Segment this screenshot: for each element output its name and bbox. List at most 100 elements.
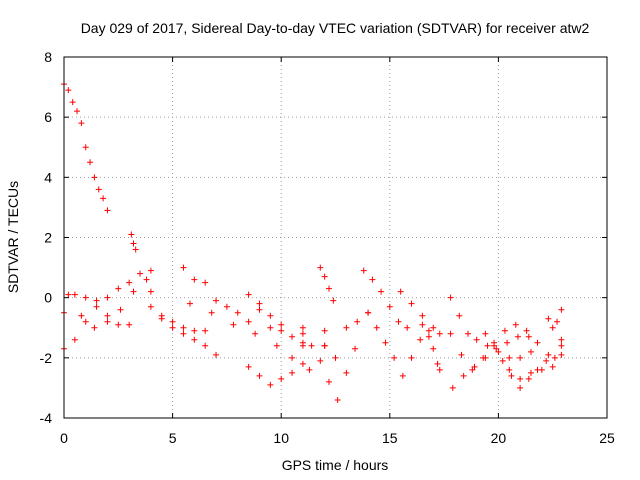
data-point	[180, 330, 187, 337]
data-point	[126, 279, 133, 286]
data-point	[147, 288, 154, 295]
data-point	[87, 159, 94, 166]
data-point	[558, 342, 565, 349]
data-point	[256, 300, 263, 307]
data-point	[115, 321, 122, 328]
data-point	[191, 336, 198, 343]
series-arc-7	[147, 303, 209, 334]
data-point	[95, 186, 102, 193]
data-point	[430, 324, 437, 331]
data-point	[527, 369, 534, 376]
data-point	[65, 291, 72, 298]
series-arc-16	[360, 267, 411, 331]
data-point	[267, 324, 274, 331]
data-point	[278, 321, 285, 328]
data-point	[449, 384, 456, 391]
data-point	[93, 297, 100, 304]
data-point	[137, 270, 144, 277]
data-point	[391, 354, 398, 361]
data-point	[534, 339, 541, 346]
data-point	[436, 366, 443, 373]
data-point	[82, 294, 89, 301]
data-point	[538, 366, 545, 373]
data-point	[382, 339, 389, 346]
data-point	[245, 318, 252, 325]
data-point	[484, 342, 491, 349]
data-point	[180, 324, 187, 331]
data-point	[267, 381, 274, 388]
data-point	[554, 318, 561, 325]
data-point	[469, 366, 476, 373]
data-point	[558, 351, 565, 358]
data-point	[482, 330, 489, 337]
data-point	[436, 330, 443, 337]
data-point	[425, 333, 432, 340]
data-point	[408, 354, 415, 361]
data-point	[325, 285, 332, 292]
data-point	[128, 231, 135, 238]
series-arc-14	[317, 264, 337, 304]
y-tick-label: 0	[44, 290, 52, 306]
data-point	[365, 309, 372, 316]
data-point	[378, 288, 385, 295]
data-point	[306, 366, 313, 373]
data-point	[549, 324, 556, 331]
data-point	[213, 297, 220, 304]
x-tick-label: 15	[382, 430, 398, 446]
data-point	[267, 312, 274, 319]
grid	[64, 57, 607, 418]
data-point	[147, 303, 154, 310]
y-tick-label: -4	[40, 410, 53, 426]
series-arc-10	[191, 276, 328, 334]
data-point	[143, 276, 150, 283]
data-point	[373, 324, 380, 331]
data-point	[191, 276, 198, 283]
data-point	[256, 372, 263, 379]
data-point	[104, 294, 111, 301]
data-point	[78, 120, 85, 127]
data-point	[360, 267, 367, 274]
data-point	[252, 330, 259, 337]
data-point	[299, 342, 306, 349]
data-point	[213, 351, 220, 358]
data-point	[158, 312, 165, 319]
data-point	[299, 330, 306, 337]
x-tick-label: 0	[60, 430, 68, 446]
data-point	[456, 312, 463, 319]
data-point	[180, 264, 187, 271]
data-point	[343, 369, 350, 376]
data-point	[202, 342, 209, 349]
data-point	[354, 318, 361, 325]
data-point	[525, 333, 532, 340]
y-tick-label: 4	[44, 169, 52, 185]
data-point	[397, 288, 404, 295]
series-arc-1-descending	[61, 81, 111, 214]
series-arc-17	[365, 309, 432, 379]
data-point	[517, 384, 524, 391]
y-tick-label: 6	[44, 109, 52, 125]
data-point	[74, 108, 81, 115]
data-point	[278, 327, 285, 334]
data-point	[191, 327, 198, 334]
data-point	[82, 318, 89, 325]
data-point	[169, 324, 176, 331]
data-point	[104, 312, 111, 319]
data-point	[321, 342, 328, 349]
series-arc-18	[397, 288, 443, 337]
data-point	[325, 378, 332, 385]
data-point	[514, 333, 521, 340]
data-point	[273, 342, 280, 349]
data-point	[408, 300, 415, 307]
data-point	[186, 300, 193, 307]
data-point	[202, 327, 209, 334]
data-point	[104, 318, 111, 325]
data-point	[132, 246, 139, 253]
data-point	[419, 312, 426, 319]
data-point	[512, 321, 519, 328]
data-point	[289, 354, 296, 361]
data-point	[115, 285, 122, 292]
data-point	[308, 342, 315, 349]
data-point	[464, 330, 471, 337]
data-point	[289, 369, 296, 376]
y-tick-label: 8	[44, 49, 52, 65]
